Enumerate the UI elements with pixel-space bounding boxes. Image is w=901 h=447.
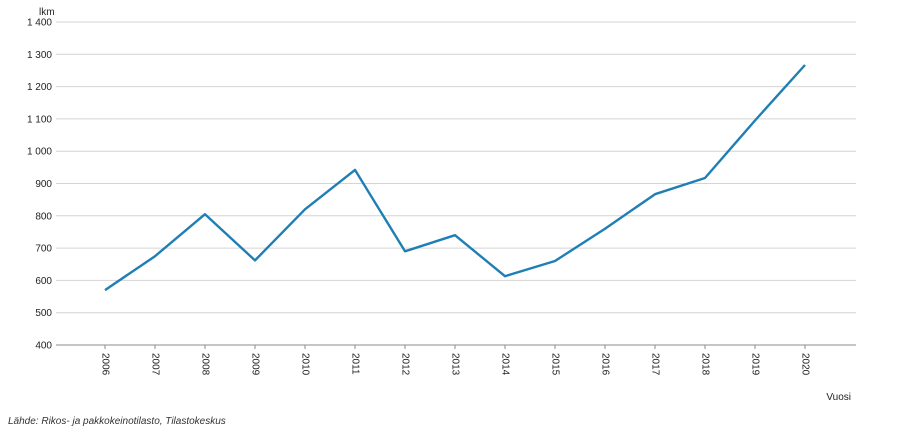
x-tick-label: 2019 <box>749 353 760 376</box>
x-tick-label: 2013 <box>449 353 460 376</box>
y-axis-unit: lkm <box>39 7 55 18</box>
x-axis-label: Vuosi <box>826 392 851 403</box>
x-tick-label: 2017 <box>649 353 660 376</box>
y-tick-label: 500 <box>35 308 52 319</box>
x-tick-label: 2012 <box>399 353 410 376</box>
y-tick-label: 400 <box>35 341 52 352</box>
x-tick-label: 2010 <box>299 353 310 376</box>
y-tick-label: 1 200 <box>27 82 52 93</box>
y-tick-label: 1 400 <box>27 18 52 29</box>
x-tick-label: 2007 <box>149 353 160 376</box>
x-axis-ticks: 2006 2007 2008 2009 2010 2011 2012 2013 2014 2015… <box>99 345 810 376</box>
x-tick-label: 2018 <box>699 353 710 376</box>
y-axis-ticks: 400 500 600 700 800 900 1 000 1 100 1 200 1 300 1 … <box>27 18 52 352</box>
source-note: Lähde: Rikos- ja pakkokeinotilasto, Tila… <box>8 416 226 427</box>
y-tick-label: 1 300 <box>27 50 52 61</box>
y-tick-label: 900 <box>35 179 52 190</box>
x-tick-label: 2011 <box>349 353 360 375</box>
y-tick-label: 600 <box>35 276 52 287</box>
x-tick-label: 2015 <box>549 353 560 376</box>
y-tick-label: 1 100 <box>27 114 52 125</box>
x-tick-label: 2020 <box>799 353 810 376</box>
x-tick-label: 2016 <box>599 353 610 376</box>
x-tick-label: 2014 <box>499 353 510 376</box>
y-tick-label: 1 000 <box>27 147 52 158</box>
series-line <box>104 64 806 292</box>
gridlines <box>56 21 856 346</box>
y-tick-label: 700 <box>35 244 52 255</box>
y-tick-label: 800 <box>35 211 52 222</box>
x-tick-label: 2009 <box>249 353 260 376</box>
x-tick-label: 2006 <box>99 353 110 376</box>
x-tick-label: 2008 <box>199 353 210 376</box>
